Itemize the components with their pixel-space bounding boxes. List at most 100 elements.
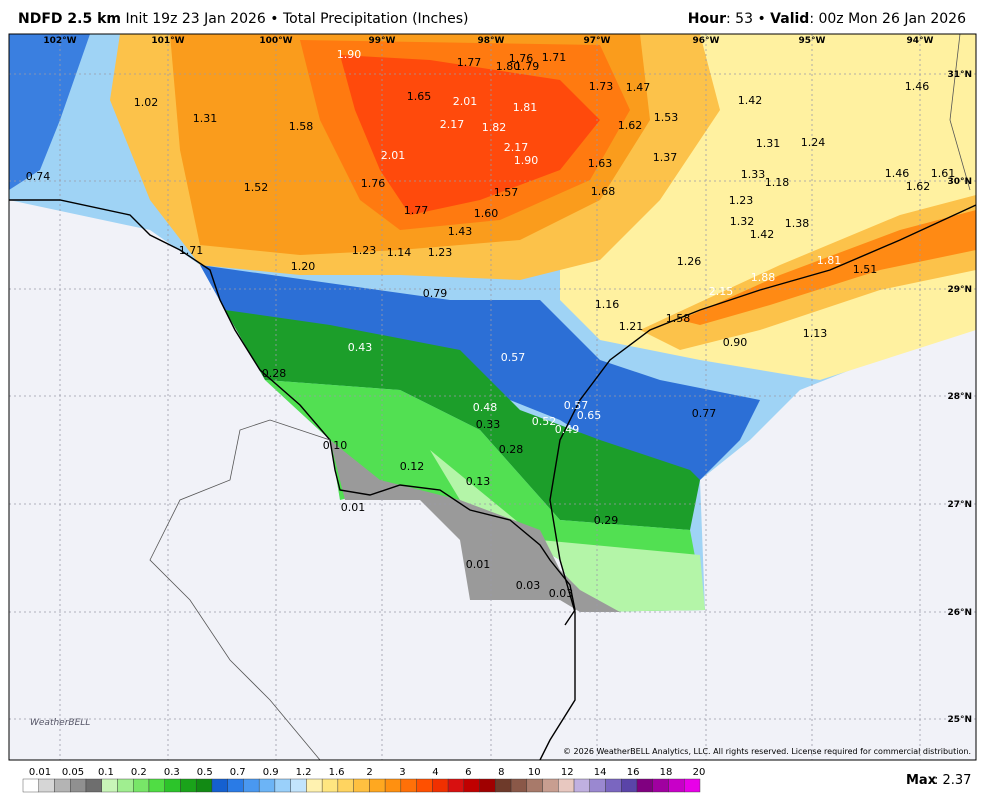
colorbar-cell xyxy=(384,778,402,793)
colorbar-label: 0.05 xyxy=(62,767,84,778)
colorbar-label: 20 xyxy=(693,767,706,778)
value-label: 1.68 xyxy=(591,185,616,198)
colorbar-cell xyxy=(416,778,433,793)
valid-value: : 00z Mon 26 Jan 2026 xyxy=(809,11,966,27)
value-label: 1.32 xyxy=(730,215,755,228)
value-label: 1.20 xyxy=(291,260,316,273)
value-label: 0.03 xyxy=(516,579,541,592)
value-label: 1.77 xyxy=(457,56,482,69)
colorbar-label: 2 xyxy=(366,767,372,778)
colorbar-label: 0.9 xyxy=(263,767,279,778)
value-label: 0.12 xyxy=(400,460,425,473)
value-label: 0.33 xyxy=(476,418,501,431)
colorbar-cell xyxy=(180,778,197,793)
value-label: 1.18 xyxy=(765,176,790,189)
value-label: 1.23 xyxy=(352,244,377,257)
colorbar-cell xyxy=(164,778,181,793)
value-label: 2.17 xyxy=(504,141,529,154)
value-label: 0.29 xyxy=(594,514,619,527)
lat-label: 26°N xyxy=(947,608,972,618)
colorbar-cell xyxy=(652,778,669,793)
colorbar-label: 0.1 xyxy=(98,767,114,778)
colorbar-cell xyxy=(353,778,370,793)
value-label: 0.28 xyxy=(262,367,287,380)
max-value: : 2.37 xyxy=(934,773,971,788)
lon-label: 102°W xyxy=(43,36,76,46)
value-label: 2.01 xyxy=(381,149,406,162)
value-label: 1.02 xyxy=(134,96,159,109)
value-label: 1.60 xyxy=(474,207,499,220)
init: Init 19z 23 Jan 2026 • Total Precipitati… xyxy=(125,11,469,27)
lon-label: 100°W xyxy=(259,36,292,46)
value-label: 0.43 xyxy=(348,341,373,354)
colorbar-cell xyxy=(70,778,87,793)
border xyxy=(9,199,576,626)
value-label: 1.71 xyxy=(542,51,567,64)
colorbar-label: 6 xyxy=(465,767,471,778)
value-label: 0.57 xyxy=(564,399,589,412)
value-label: 1.82 xyxy=(482,121,507,134)
value-label: 0.57 xyxy=(501,351,526,364)
colorbar-cell xyxy=(290,778,307,793)
value-label: 1.38 xyxy=(785,217,810,230)
value-label: 0.49 xyxy=(555,423,580,436)
value-label: 0.65 xyxy=(577,409,602,422)
product: NDFD 2.5 km xyxy=(18,11,121,27)
value-label: 1.33 xyxy=(741,168,766,181)
colorbar-cell xyxy=(321,778,339,793)
colorbar-cell xyxy=(306,778,323,793)
hour-value: : 53 • xyxy=(726,11,766,27)
value-label: 1.23 xyxy=(428,246,453,259)
colorbar-label: 0.01 xyxy=(29,767,51,778)
band xyxy=(9,34,90,190)
header-right: Hour: 53 • Valid: 00z Mon 26 Jan 2026 xyxy=(688,11,966,27)
colorbar-label: 1.6 xyxy=(329,767,345,778)
value-label: 0.52 xyxy=(532,415,557,428)
colorbar-cell xyxy=(479,778,496,793)
colorbar-cell xyxy=(337,778,354,793)
max-label: Max xyxy=(906,773,937,788)
colorbar-label: 0.7 xyxy=(230,767,246,778)
colorbar-label: 0.2 xyxy=(131,767,147,778)
colorbar-cell xyxy=(274,778,291,793)
band xyxy=(225,310,700,530)
value-label: 1.90 xyxy=(337,48,362,61)
header-left: NDFD 2.5 km Init 19z 23 Jan 2026 • Total… xyxy=(18,11,468,27)
value-label: 1.23 xyxy=(729,194,754,207)
value-label: 0.10 xyxy=(323,439,348,452)
colorbar-cell xyxy=(432,778,449,793)
value-label: 1.26 xyxy=(677,255,702,268)
copyright: © 2026 WeatherBELL Analytics, LLC. All r… xyxy=(563,747,971,756)
value-label: 0.79 xyxy=(423,287,448,300)
value-label: 0.74 xyxy=(26,170,51,183)
colorbar-cell xyxy=(22,778,39,793)
value-label: 1.46 xyxy=(885,167,910,180)
lon-label: 101°W xyxy=(151,36,184,46)
value-label: 1.80 xyxy=(496,60,521,73)
value-label: 1.14 xyxy=(387,246,412,259)
value-label: 1.88 xyxy=(751,271,776,284)
colorbar-cell xyxy=(227,778,244,793)
colorbar-label: 18 xyxy=(660,767,673,778)
colorbar-cell xyxy=(195,778,213,793)
map-body xyxy=(9,34,976,760)
value-label: 1.21 xyxy=(619,320,644,333)
colorbar-cell xyxy=(495,778,512,793)
value-label: 1.65 xyxy=(407,90,432,103)
value-label: 1.53 xyxy=(654,111,679,124)
colorbar-cell xyxy=(605,778,622,793)
value-label: 0.48 xyxy=(473,401,498,414)
value-label: 1.47 xyxy=(626,81,651,94)
colorbar-label: 3 xyxy=(399,767,405,778)
colorbar-cell xyxy=(589,778,606,793)
value-label: 2.01 xyxy=(453,95,478,108)
value-label: 1.79 xyxy=(515,60,540,73)
lon-label: 97°W xyxy=(584,36,611,46)
value-label: 1.90 xyxy=(514,154,539,167)
lat-label: 29°N xyxy=(947,285,972,295)
colorbar-cell xyxy=(211,778,228,793)
lon-label: 99°W xyxy=(369,36,396,46)
colorbar-cell xyxy=(38,778,55,793)
value-label: 0.03 xyxy=(549,587,574,600)
colorbar-cell xyxy=(369,778,386,793)
